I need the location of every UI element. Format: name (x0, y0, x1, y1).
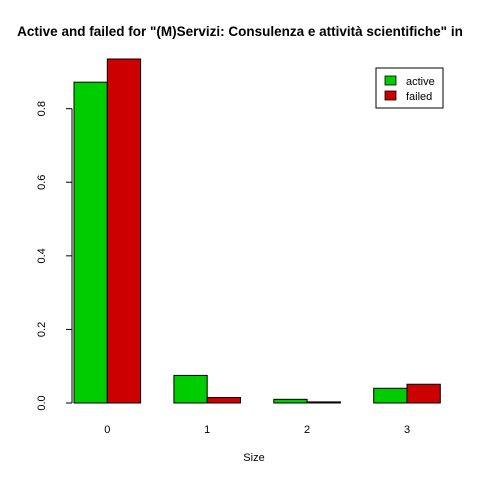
x-axis-label: Size (243, 452, 264, 464)
y-tick-label: 0.0 (36, 395, 48, 410)
y-tick-label: 0.2 (36, 322, 48, 337)
bar-active-0 (73, 81, 108, 404)
bar-active-3 (373, 387, 408, 404)
y-tick-label: 0.6 (36, 175, 48, 190)
bar-failed-0 (106, 58, 142, 404)
y-tick-label: 0.8 (36, 101, 48, 116)
bar-failed-3 (406, 383, 441, 404)
legend-box (375, 67, 444, 109)
legend-label-active: active (406, 76, 435, 88)
x-tick-label: 3 (404, 424, 410, 436)
bars (73, 58, 441, 404)
legend: active failed (375, 67, 444, 109)
bar-failed-1 (206, 396, 241, 404)
legend-label-failed: failed (406, 91, 432, 103)
x-tick-label: 1 (204, 424, 210, 436)
y-tick-label: 0.4 (36, 248, 48, 263)
chart-title: Active and failed for "(M)Servizi: Consu… (17, 24, 463, 39)
legend-swatch-active (384, 75, 397, 86)
x-axis: 0 1 2 3 (104, 424, 410, 436)
legend-swatch-failed (384, 90, 397, 101)
bar-failed-2 (306, 401, 341, 404)
x-tick-label: 0 (104, 424, 110, 436)
bar-active-1 (173, 374, 208, 404)
bar-active-2 (273, 398, 308, 404)
y-axis: 0.0 0.2 0.4 0.6 0.8 (36, 101, 73, 411)
x-tick-label: 2 (304, 424, 310, 436)
